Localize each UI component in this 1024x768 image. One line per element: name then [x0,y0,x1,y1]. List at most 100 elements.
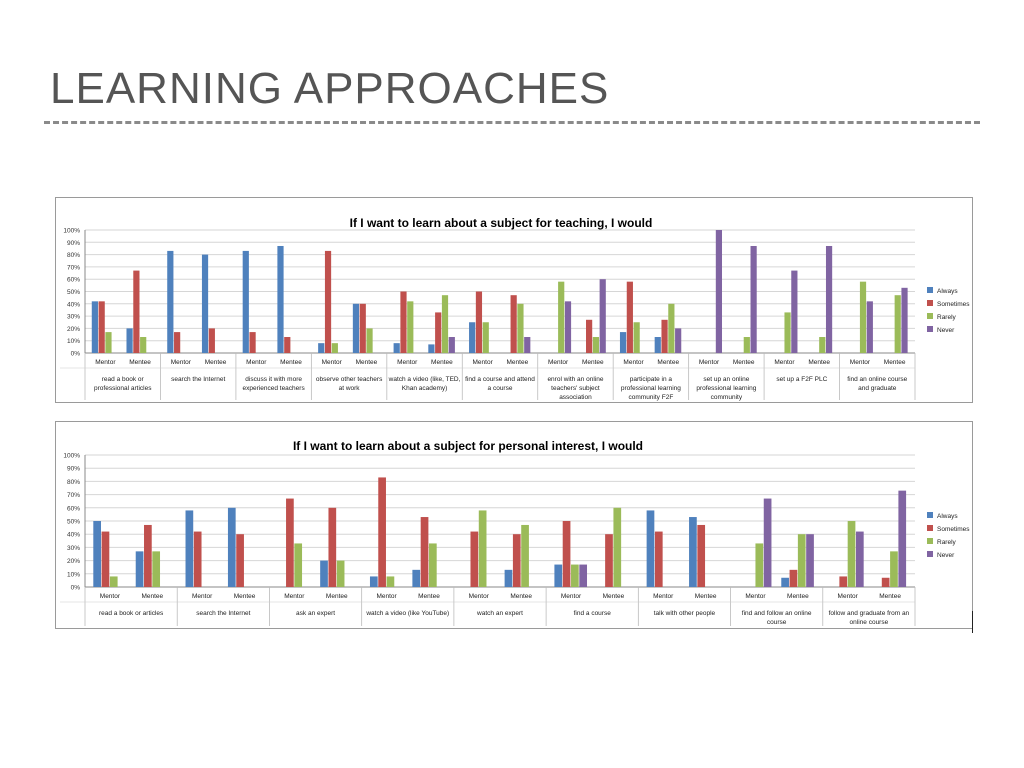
sub-category-label: Mentee [507,359,529,366]
category-label: read a book or articles [99,610,164,617]
bar-always [227,507,236,587]
bar-always [781,577,789,587]
category-label: Khan academy) [402,385,448,392]
bar-never [750,245,757,353]
bar-sometimes [359,303,366,353]
sub-category-label: Mentee [280,359,302,366]
legend-swatch-sometimes [927,300,933,306]
sub-category-label: Mentee [582,359,604,366]
y-tick-label: 100% [63,228,80,235]
category-label: set up a F2F PLC [776,376,827,383]
y-tick-label: 70% [67,264,80,271]
legend-swatch-never [927,551,933,557]
bar-rarely [331,343,338,353]
bar-always [428,344,435,353]
teaching-chart-svg: If I want to learn about a subject for t… [60,216,970,401]
bar-never [579,564,588,587]
legend-swatch-always [927,512,933,518]
bar-rarely [407,301,414,353]
bar-always [504,569,513,587]
category-label: follow and graduate from an [829,610,910,617]
bar-always [93,521,101,587]
bar-rarely [152,551,161,587]
bar-rarely [140,337,147,353]
bar-never [866,301,873,353]
sub-category-label: Mentor [322,359,343,366]
sub-category-label: Mentor [469,593,490,600]
category-label: professional articles [94,385,152,392]
y-tick-label: 50% [67,289,80,296]
bar-sometimes [286,498,294,587]
bar-sometimes [144,524,152,587]
category-label: participate in a [630,376,673,383]
category-label: search the Internet [196,610,250,617]
bar-rarely [668,303,675,353]
bar-always [654,337,661,353]
y-tick-label: 60% [67,277,80,284]
bar-never [901,287,908,353]
y-tick-label: 20% [67,326,80,333]
bar-always [689,517,697,587]
bar-rarely [797,534,806,587]
bar-rarely [428,543,437,587]
bar-sometimes [378,477,386,587]
bar-always [185,510,194,587]
legend-swatch-sometimes [927,525,933,531]
category-label: association [559,394,592,401]
bar-never [898,490,907,587]
sub-category-label: Mentor [699,359,720,366]
category-label: professional learning [696,385,756,392]
bar-sometimes [562,521,571,587]
bar-sometimes [510,295,517,353]
sub-category-label: Mentee [603,593,625,600]
category-label: enrol with an online [547,376,603,383]
category-label: observe other teachers [316,376,383,383]
category-label: watch a video (like YouTube) [365,610,449,617]
bar-rarely [743,337,750,353]
bar-sometimes [839,576,848,587]
legend-label-always: Always [937,513,958,520]
bar-sometimes [249,332,256,353]
bar-always [393,343,400,353]
bar-always [135,551,144,587]
bar-rarely [890,551,898,587]
bar-always [277,245,284,353]
bar-rarely [859,281,867,353]
edge-marker [972,611,973,633]
bar-never [825,245,833,353]
bar-rarely [613,507,622,587]
bar-rarely [386,576,395,587]
bar-rarely [633,322,640,353]
bar-rarely [109,576,118,587]
category-label: a course [488,385,513,392]
sub-category-label: Mentee [141,593,163,600]
sub-category-label: Mentor [95,359,116,366]
legend-label-sometimes: Sometimes [937,526,970,533]
sub-category-label: Mentor [623,359,644,366]
y-tick-label: 30% [67,545,80,552]
bar-sometimes [324,250,332,353]
bar-rarely [847,521,856,587]
category-label: experienced teachers [243,385,306,392]
title-divider [44,121,980,124]
sub-category-label: Mentee [787,593,809,600]
bar-sometimes [400,291,407,353]
legend-label-rarely: Rarely [937,314,957,321]
sub-category-label: Mentee [234,593,256,600]
bar-always [646,510,655,587]
bar-rarely [571,564,579,587]
legend-label-never: Never [937,327,955,334]
category-label: watch an expert [476,610,523,617]
sub-category-label: Mentor [376,593,397,600]
bar-sometimes [101,531,110,587]
legend-swatch-rarely [927,538,933,544]
bar-rarely [105,332,112,353]
y-tick-label: 80% [67,252,80,259]
category-label: talk with other people [654,610,716,617]
bar-sometimes [435,312,442,353]
bar-rarely [784,312,791,353]
bar-rarely [558,281,565,353]
sub-category-label: Mentee [326,593,348,600]
bar-never [855,531,864,587]
bar-always [318,343,325,353]
